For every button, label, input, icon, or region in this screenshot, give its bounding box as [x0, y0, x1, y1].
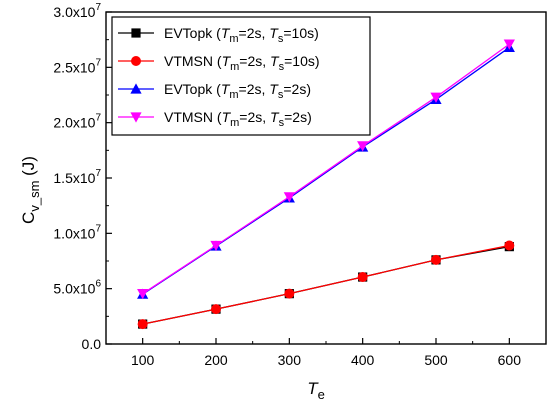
- series-layer: [137, 39, 515, 330]
- y-tick-mantissa: 3.0x10: [53, 4, 95, 20]
- data-point: [357, 272, 368, 283]
- data-point: [211, 304, 221, 315]
- legend-item: EVTopk (Tm=2s, Ts=2s): [118, 81, 311, 101]
- y-tick-mantissa: 1.5x10: [53, 170, 95, 186]
- x-tick-label: 300: [278, 352, 302, 368]
- data-point: [137, 319, 148, 330]
- y-tick-mantissa: 2.0x10: [53, 115, 95, 131]
- legend: EVTopk (Tm=2s, Ts=10s) VTMSN (Tm=2s, Ts=1…: [111, 16, 371, 136]
- y-tick-exponent: 7: [95, 223, 101, 234]
- data-point: [137, 289, 149, 300]
- y-tick-label: 3.0x107: [53, 2, 101, 20]
- x-axis-title-main: T: [307, 379, 319, 398]
- data-point: [503, 39, 515, 50]
- y-tick-exponent: 6: [95, 279, 101, 290]
- legend-marker: [130, 83, 142, 94]
- x-tick-label: 500: [424, 352, 448, 368]
- series-2: [137, 240, 515, 330]
- y-axis-title-main: C: [19, 212, 38, 224]
- data-point: [283, 192, 295, 203]
- legend-label: VTMSN (Tm=2s, Ts=2s): [164, 109, 312, 129]
- y-axis: 0.05.0x1061.0x1071.5x1072.0x1072.5x1073.…: [53, 2, 112, 352]
- y-tick-exponent: 7: [95, 168, 101, 179]
- legend-box: [111, 16, 371, 136]
- series-line: [142, 244, 510, 325]
- data-point: [357, 141, 369, 152]
- y-tick-exponent: 7: [95, 57, 101, 68]
- legend-label: EVTopk (Tm=2s, Ts=10s): [164, 25, 319, 45]
- y-tick-label: 2.0x107: [53, 113, 101, 131]
- data-point: [210, 240, 222, 252]
- legend-marker: [130, 112, 142, 123]
- y-tick-exponent: 7: [95, 113, 101, 124]
- y-axis-title-sub: v_sm: [27, 181, 42, 212]
- legend-algo: VTMSN: [164, 53, 213, 69]
- y-tick-mantissa: 1.0x10: [53, 225, 95, 241]
- x-tick-label: 200: [204, 352, 228, 368]
- x-axis: 100 200 300 400 500 600: [131, 338, 521, 368]
- legend-marker: [131, 56, 141, 66]
- y-tick-mantissa: 5.0x10: [53, 281, 95, 297]
- y-tick-label: 2.5x107: [53, 57, 101, 75]
- data-point: [284, 288, 295, 299]
- data-point: [430, 92, 442, 103]
- legend-marker: [131, 28, 141, 38]
- x-tick-label: 100: [131, 352, 155, 368]
- y-tick-label: 1.5x107: [53, 168, 101, 186]
- legend-label: VTMSN (Tm=2s, Ts=10s): [164, 53, 320, 73]
- y-axis-title: Cv_sm (J): [19, 156, 42, 224]
- legend-algo: EVTopk: [164, 25, 213, 41]
- y-tick-label: 5.0x106: [53, 279, 101, 297]
- x-tick-label: 600: [498, 352, 522, 368]
- y-tick-exponent: 7: [95, 2, 101, 13]
- legend-item: EVTopk (Tm=2s, Ts=10s): [118, 25, 319, 45]
- x-tick-label: 400: [351, 352, 375, 368]
- legend-item: VTMSN (Tm=2s, Ts=2s): [118, 109, 312, 129]
- series-line: [142, 43, 510, 295]
- x-axis-title: Te: [307, 379, 325, 402]
- y-axis-title-rest: (J): [19, 156, 38, 181]
- y-tick-label: 1.0x107: [53, 223, 101, 241]
- y-tick-mantissa: 2.5x10: [53, 59, 95, 75]
- legend-item: VTMSN (Tm=2s, Ts=10s): [118, 53, 320, 73]
- data-point: [431, 254, 441, 265]
- legend-algo: EVTopk: [164, 81, 213, 97]
- y-tick-label: 0.0: [82, 336, 102, 352]
- legend-label: EVTopk (Tm=2s, Ts=2s): [164, 81, 311, 101]
- series-4: [137, 39, 515, 300]
- y-tick-mantissa: 0.0: [82, 336, 102, 352]
- legend-algo: VTMSN: [164, 109, 213, 125]
- data-point: [504, 240, 515, 251]
- x-axis-title-sub: e: [318, 387, 325, 402]
